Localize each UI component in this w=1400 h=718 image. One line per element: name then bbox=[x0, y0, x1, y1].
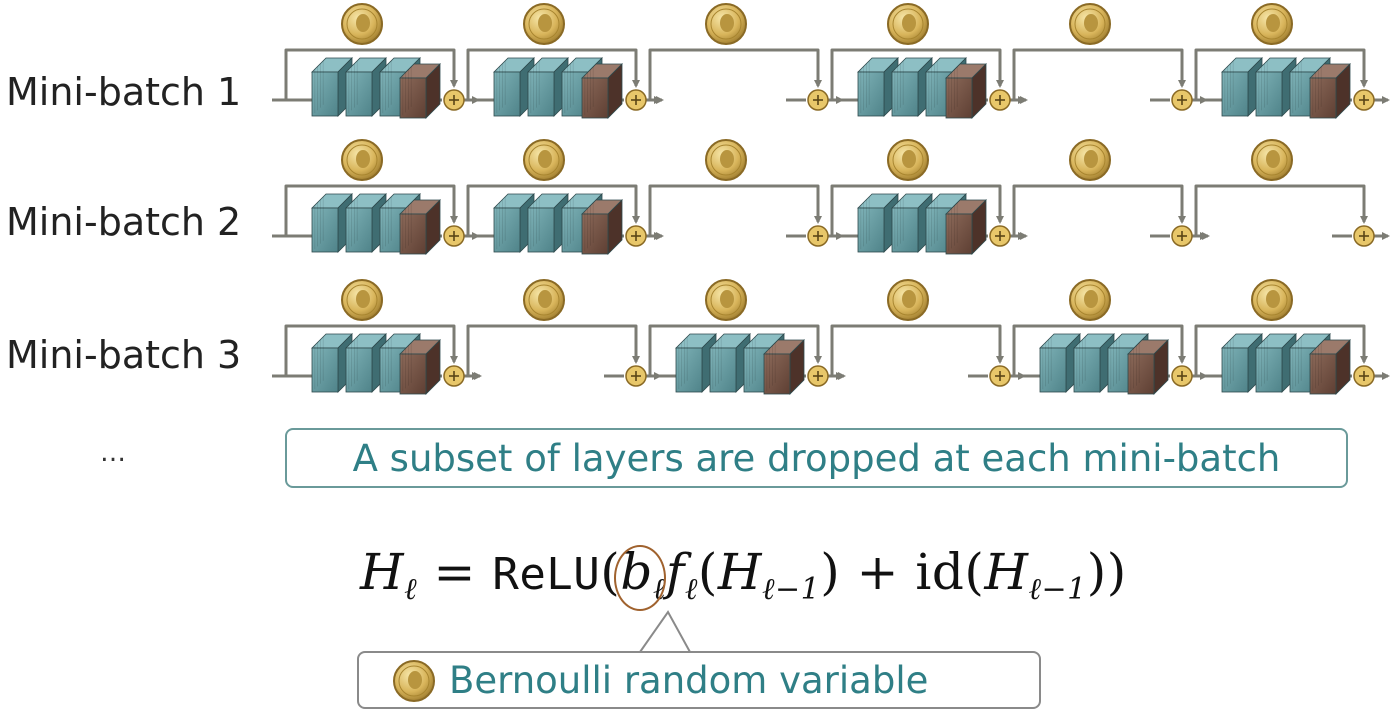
layer-block bbox=[581, 199, 623, 255]
formula-h3: H bbox=[984, 543, 1029, 601]
adder-node bbox=[807, 225, 829, 247]
coin-tails-icon bbox=[705, 139, 747, 181]
formula-plus: + bbox=[856, 543, 899, 601]
layer-block bbox=[857, 193, 899, 253]
coin-heads-icon bbox=[887, 139, 929, 181]
coin-heads-icon bbox=[341, 139, 383, 181]
formula-f: f bbox=[665, 543, 685, 601]
adder-node bbox=[807, 365, 829, 387]
legend-text: Bernoulli random variable bbox=[449, 659, 929, 702]
adder-node bbox=[1171, 89, 1193, 111]
formula-id: id bbox=[915, 543, 965, 601]
formula-h: H bbox=[360, 543, 405, 601]
coin-tails-icon bbox=[523, 279, 565, 321]
coin-heads-icon bbox=[705, 279, 747, 321]
adder-node bbox=[1171, 365, 1193, 387]
formula-h3-sub: ℓ−1 bbox=[1028, 572, 1087, 607]
layer-block bbox=[311, 193, 353, 253]
coin-heads-icon bbox=[523, 139, 565, 181]
coin-heads-icon bbox=[1251, 3, 1293, 45]
layer-block bbox=[345, 333, 387, 393]
layer-block bbox=[1127, 339, 1169, 395]
coin-heads-icon bbox=[341, 279, 383, 321]
adder-node bbox=[443, 365, 465, 387]
layer-block bbox=[1309, 339, 1351, 395]
adder-node bbox=[1171, 225, 1193, 247]
layer-block bbox=[945, 63, 987, 119]
adder-node bbox=[625, 365, 647, 387]
formula-sub-l: ℓ bbox=[404, 572, 418, 607]
row-label-mini-batch-1: Mini-batch 1 bbox=[6, 70, 242, 114]
adder-node bbox=[989, 89, 1011, 111]
coin-tails-icon bbox=[887, 279, 929, 321]
coin-tails-icon bbox=[705, 3, 747, 45]
formula: Hℓ = ReLU(bℓfℓ(Hℓ−1) + id(Hℓ−1)) bbox=[360, 543, 1127, 611]
formula-f-sub: ℓ bbox=[684, 572, 698, 607]
layer-block bbox=[945, 199, 987, 255]
adder-node bbox=[989, 365, 1011, 387]
ellipsis: … bbox=[100, 438, 126, 468]
layer-block bbox=[493, 57, 535, 117]
bernoulli-legend: Bernoulli random variable bbox=[357, 651, 1041, 709]
coin-tails-icon bbox=[1069, 3, 1111, 45]
b-highlight-ring bbox=[614, 545, 667, 611]
coin-heads-icon bbox=[523, 3, 565, 45]
adder-node bbox=[443, 225, 465, 247]
formula-h2-sub: ℓ−1 bbox=[761, 572, 821, 607]
coin-heads-icon bbox=[887, 3, 929, 45]
formula-h2: H bbox=[717, 543, 762, 601]
coin-tails-icon bbox=[1069, 139, 1111, 181]
layer-block bbox=[763, 339, 805, 395]
layer-block bbox=[709, 333, 751, 393]
stochastic-depth-diagram bbox=[272, 3, 1390, 395]
callout-text: A subset of layers are dropped at each m… bbox=[352, 436, 1281, 480]
adder-node bbox=[1353, 89, 1375, 111]
layer-block bbox=[399, 199, 441, 255]
layer-block bbox=[581, 63, 623, 119]
adder-node bbox=[989, 225, 1011, 247]
coin-heads-icon bbox=[1251, 279, 1293, 321]
layer-block bbox=[399, 63, 441, 119]
row-label-mini-batch-3: Mini-batch 3 bbox=[6, 333, 242, 377]
coin-heads-icon bbox=[1069, 279, 1111, 321]
formula-b-circled: bℓ bbox=[614, 543, 667, 611]
coin-icon bbox=[393, 660, 435, 702]
adder-node bbox=[443, 89, 465, 111]
formula-equals: = bbox=[433, 543, 476, 601]
coin-tails-icon bbox=[1251, 139, 1293, 181]
layer-block bbox=[1309, 63, 1351, 119]
dropped-layers-callout: A subset of layers are dropped at each m… bbox=[285, 428, 1348, 488]
adder-node bbox=[807, 89, 829, 111]
formula-relu: ReLU bbox=[492, 549, 601, 600]
adder-node bbox=[1353, 365, 1375, 387]
adder-node bbox=[1353, 225, 1375, 247]
adder-node bbox=[625, 225, 647, 247]
coin-heads-icon bbox=[341, 3, 383, 45]
layer-block bbox=[399, 339, 441, 395]
adder-node bbox=[625, 89, 647, 111]
row-label-mini-batch-2: Mini-batch 2 bbox=[6, 200, 242, 244]
